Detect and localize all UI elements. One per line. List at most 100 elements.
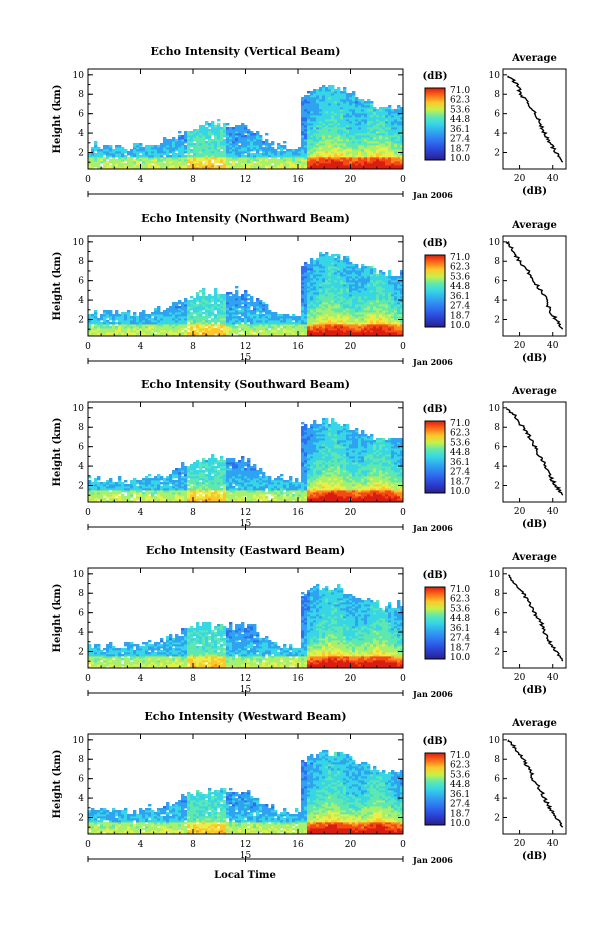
date-label: Jan 2006 <box>412 689 453 699</box>
y-tick-label: 6 <box>78 609 84 619</box>
average-y-tick-label: 6 <box>494 443 500 453</box>
colorbar-tick-label: 18.7 <box>450 643 470 653</box>
colorbar-tick-label: 18.7 <box>450 144 470 154</box>
average-x-label: (dB) <box>522 519 547 530</box>
average-title: Average <box>511 552 557 563</box>
y-tick-label: 10 <box>73 238 85 248</box>
x-tick-label: 0 <box>400 175 406 185</box>
date-label: Jan 2006 <box>412 190 453 200</box>
average-x-tick-label: 20 <box>514 341 526 351</box>
y-tick-label: 2 <box>78 647 84 657</box>
average-y-tick-label: 8 <box>494 90 500 100</box>
echo-intensity-field <box>88 418 404 503</box>
y-tick-label: 2 <box>78 481 84 491</box>
x-tick-label: 0 <box>400 342 406 352</box>
average-y-tick-label: 4 <box>494 129 500 139</box>
y-tick-label: 10 <box>73 71 85 81</box>
colorbar-tick-label: 27.4 <box>450 135 470 145</box>
y-tick-label: 6 <box>78 277 84 287</box>
colorbar-unit: (dB) <box>423 238 448 249</box>
x-tick-label: 8 <box>190 674 196 684</box>
x-tick-label: 12 <box>240 342 251 352</box>
y-tick-label: 8 <box>78 257 84 267</box>
x-tick-label: 4 <box>138 175 144 185</box>
y-tick-label: 8 <box>78 423 84 433</box>
x-tick-label: 8 <box>190 342 196 352</box>
average-title: Average <box>511 220 557 231</box>
colorbar-tick-label: 62.3 <box>450 96 470 106</box>
colorbar-tick-label: 18.7 <box>450 477 470 487</box>
colorbar-tick-label: 44.8 <box>450 115 470 125</box>
y-tick-label: 4 <box>78 628 84 638</box>
average-y-tick-label: 6 <box>494 110 500 120</box>
colorbar-tick-label: 44.8 <box>450 448 470 458</box>
colorbar-tick-label: 10.0 <box>450 819 470 829</box>
colorbar-unit: (dB) <box>423 404 448 415</box>
average-profile-line <box>506 408 564 496</box>
echo-intensity-field <box>88 252 404 337</box>
average-x-tick-label: 40 <box>547 174 559 184</box>
x-tick-label: 20 <box>345 674 357 684</box>
average-y-tick-label: 2 <box>494 148 500 158</box>
average-x-tick-label: 40 <box>547 673 559 683</box>
average-y-tick-label: 2 <box>494 481 500 491</box>
colorbar-tick-label: 36.1 <box>450 125 470 135</box>
colorbar-tick-label: 36.1 <box>450 458 470 468</box>
panel-title: Echo Intensity (Westward Beam) <box>144 710 346 723</box>
colorbar-unit: (dB) <box>423 736 448 747</box>
panel-4: Echo Intensity (Eastward Beam) 2 4 6 8 10 Heig… <box>52 544 567 699</box>
average-y-tick-label: 6 <box>494 609 500 619</box>
average-title: Average <box>511 53 557 64</box>
date-tick-label: 15 <box>240 685 252 695</box>
average-profile-line <box>507 739 564 828</box>
x-tick-label: 20 <box>345 508 357 518</box>
average-y-tick-label: 10 <box>489 570 501 580</box>
average-y-tick-label: 4 <box>494 794 500 804</box>
colorbar-tick-label: 62.3 <box>450 761 470 771</box>
average-x-tick-label: 20 <box>514 174 526 184</box>
colorbar-tick-label: 10.0 <box>450 487 470 497</box>
x-tick-label: 16 <box>292 342 304 352</box>
average-y-tick-label: 2 <box>494 647 500 657</box>
colorbar-tick-label: 10.0 <box>450 321 470 331</box>
colorbar-tick-label: 27.4 <box>450 634 470 644</box>
x-tick-label: 16 <box>292 508 304 518</box>
x-tick-label: 20 <box>345 175 357 185</box>
average-profile-line <box>505 241 564 330</box>
average-x-label: (dB) <box>522 851 547 862</box>
average-y-tick-label: 6 <box>494 775 500 785</box>
colorbar-tick-label: 36.1 <box>450 790 470 800</box>
y-tick-label: 10 <box>73 570 85 580</box>
y-tick-label: 10 <box>73 404 85 414</box>
echo-intensity-field <box>88 85 404 170</box>
x-tick-label: 8 <box>190 508 196 518</box>
y-tick-label: 10 <box>73 736 85 746</box>
colorbar <box>424 254 446 328</box>
average-y-tick-label: 10 <box>489 736 501 746</box>
x-tick-label: 0 <box>400 674 406 684</box>
y-axis-label: Height (km) <box>52 85 63 154</box>
x-tick-label: 0 <box>85 508 91 518</box>
y-tick-label: 4 <box>78 296 84 306</box>
colorbar-tick-label: 53.6 <box>450 770 470 780</box>
y-tick-label: 2 <box>78 315 84 325</box>
x-tick-label: 8 <box>190 175 196 185</box>
date-label: Jan 2006 <box>412 855 453 865</box>
x-tick-label: 0 <box>400 840 406 850</box>
average-y-tick-label: 8 <box>494 755 500 765</box>
x-tick-label: 4 <box>138 342 144 352</box>
x-tick-label: 20 <box>345 840 357 850</box>
colorbar-tick-label: 36.1 <box>450 292 470 302</box>
colorbar-tick-label: 71.0 <box>450 751 470 761</box>
colorbar-tick-label: 71.0 <box>450 419 470 429</box>
colorbar-tick-label: 36.1 <box>450 624 470 634</box>
average-y-tick-label: 4 <box>494 628 500 638</box>
y-tick-label: 2 <box>78 813 84 823</box>
colorbar <box>424 420 446 494</box>
average-y-tick-label: 8 <box>494 257 500 267</box>
average-y-tick-label: 2 <box>494 813 500 823</box>
x-tick-label: 4 <box>138 674 144 684</box>
colorbar-tick-label: 71.0 <box>450 86 470 96</box>
y-tick-label: 4 <box>78 794 84 804</box>
